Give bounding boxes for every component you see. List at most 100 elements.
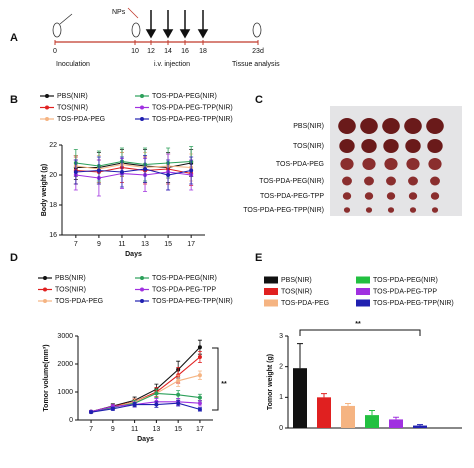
panel-letter: B — [10, 94, 18, 106]
legend-label: TOS-PDA-PEG-TPP(NIR) — [152, 116, 233, 123]
data-line — [75, 160, 192, 167]
data-point — [73, 170, 78, 174]
legend-swatch — [264, 299, 278, 307]
legend-label: TOS-PDA-PEG — [281, 300, 329, 307]
photo-row-label: TOS(NIR) — [293, 143, 324, 150]
mouse-icon — [52, 7, 262, 38]
data-line — [90, 401, 200, 413]
legend-swatch — [356, 299, 370, 307]
legend-swatch — [140, 105, 144, 110]
panel-letter: C — [255, 94, 263, 106]
x-tick-label: 13 — [141, 241, 149, 248]
tumor — [404, 118, 422, 134]
y-tick-label: 20 — [49, 172, 57, 179]
data-point — [166, 173, 171, 177]
timeline-marker: 23d — [252, 48, 264, 55]
error-bar — [369, 410, 375, 416]
legend-swatch — [140, 287, 144, 292]
legend-label: TOS-PDA-PEG-TPP — [152, 286, 216, 293]
legend-label: TOS-PDA-PEG-TPP(NIR) — [373, 300, 454, 307]
legend-label: TOS-PDA-PEG(NIR) — [152, 275, 217, 282]
data-line — [75, 163, 192, 170]
tumor — [383, 139, 399, 153]
tumor — [362, 158, 376, 170]
legend-label: TOS-PDA-PEG-TPP(NIR) — [152, 104, 233, 111]
error-bar — [417, 424, 423, 426]
legend-swatch — [43, 299, 47, 303]
error-bar — [393, 416, 399, 420]
event-label: Tissue analysis — [232, 61, 280, 68]
y-tick-label: 0 — [279, 425, 283, 432]
x-tick-label: 9 — [111, 426, 115, 433]
legend-swatch — [356, 276, 370, 284]
legend-label: TOS-PDA-PEG-TPP — [373, 288, 437, 295]
y-axis-label: Tomor volume(mm³) — [43, 344, 50, 411]
tumors — [338, 118, 444, 213]
data-point — [197, 355, 202, 359]
bar — [389, 419, 403, 428]
event-label: i.v. injection — [154, 61, 190, 68]
tumor — [340, 158, 354, 170]
photo-row-label: TOS-PDA-PEG — [276, 161, 324, 168]
legend-label: TOS-PDA-PEG(NIR) — [373, 277, 438, 284]
tumor — [339, 139, 355, 153]
tumor — [426, 118, 444, 134]
legend-swatch — [140, 299, 144, 303]
tumor — [386, 176, 396, 186]
legend-label: PBS(NIR) — [57, 93, 88, 100]
y-axis-label: Body weight (g) — [41, 164, 48, 217]
data-point — [197, 373, 202, 378]
data-line — [90, 402, 201, 413]
tumor — [338, 118, 356, 134]
tumor — [409, 207, 417, 213]
tumor — [360, 118, 378, 134]
injection-arrows — [145, 10, 209, 39]
tumor — [382, 118, 400, 134]
x-axis-label: Days — [125, 251, 142, 258]
data-point — [176, 378, 181, 383]
legend-swatch — [264, 288, 278, 295]
y-tick-label: 18 — [49, 202, 57, 209]
x-tick-label: 15 — [164, 241, 172, 248]
legend-label: TOS(NIR) — [57, 104, 88, 111]
bar — [317, 397, 331, 428]
error-bar — [345, 402, 351, 406]
significance-bracket — [212, 347, 219, 411]
y-tick-label: 3000 — [57, 333, 73, 340]
y-tick-label: 2000 — [57, 361, 73, 368]
tumor — [386, 192, 396, 200]
data-point — [189, 168, 194, 173]
legend-label: TOS-PDA-PEG — [55, 298, 103, 305]
tumor — [430, 192, 440, 200]
x-tick-label: 17 — [196, 426, 204, 433]
annotation: ** — [221, 381, 227, 388]
timeline-marker: 0 — [53, 48, 57, 55]
x-tick-label: 17 — [187, 241, 195, 248]
tumor — [343, 207, 351, 213]
data-point — [96, 168, 101, 173]
tumor — [342, 176, 352, 186]
y-tick-label: 22 — [49, 142, 57, 149]
x-tick-label: 7 — [74, 241, 78, 248]
bar — [365, 415, 379, 428]
error-bar — [297, 343, 303, 369]
photo-row-label: PBS(NIR) — [293, 123, 324, 130]
tumor — [428, 158, 442, 170]
timeline-marker: 18 — [199, 48, 207, 55]
tumor — [431, 207, 439, 213]
error-bar — [321, 393, 327, 398]
data-point — [119, 170, 124, 174]
tumor — [408, 176, 418, 186]
tumor — [405, 139, 421, 153]
legend-label: TOS-PDA-PEG-TPP(NIR) — [152, 298, 233, 305]
tumor — [365, 207, 373, 213]
timeline-marker: 16 — [181, 48, 189, 55]
y-tick-label: 2 — [279, 364, 283, 371]
tumor — [408, 192, 418, 200]
timeline-marker: 10 — [131, 48, 139, 55]
data-line — [75, 166, 192, 175]
data-point — [197, 345, 202, 350]
legend-swatch — [264, 276, 278, 284]
x-tick-label: 7 — [89, 426, 93, 433]
